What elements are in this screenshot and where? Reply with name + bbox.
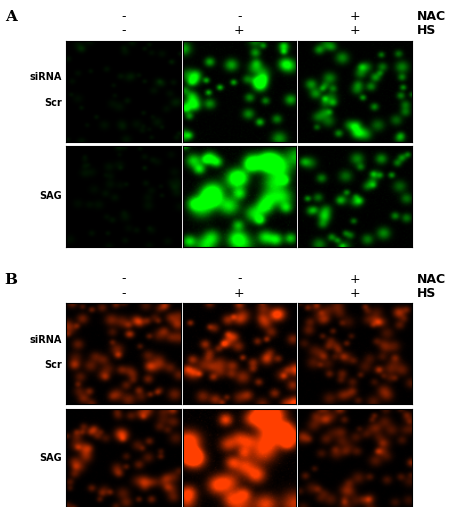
Text: -: - [122, 24, 126, 38]
Text: +: + [349, 273, 360, 285]
Text: NAC: NAC [417, 273, 446, 285]
Text: +: + [234, 287, 245, 300]
Text: NAC: NAC [417, 10, 446, 23]
Text: +: + [234, 24, 245, 38]
Text: B: B [5, 273, 18, 286]
Text: -: - [122, 273, 126, 285]
Text: -: - [122, 10, 126, 23]
Text: +: + [349, 287, 360, 300]
Text: -: - [237, 273, 242, 285]
Text: siRNA: siRNA [29, 72, 62, 82]
Text: SAG: SAG [39, 191, 62, 201]
Text: Scr: Scr [44, 98, 62, 108]
Text: +: + [349, 24, 360, 38]
Text: HS: HS [417, 287, 437, 300]
Text: A: A [5, 10, 17, 24]
Text: +: + [349, 10, 360, 23]
Text: HS: HS [417, 24, 437, 38]
Text: SAG: SAG [39, 453, 62, 463]
Text: Scr: Scr [44, 360, 62, 370]
Text: -: - [122, 287, 126, 300]
Text: -: - [237, 10, 242, 23]
Text: siRNA: siRNA [29, 335, 62, 344]
